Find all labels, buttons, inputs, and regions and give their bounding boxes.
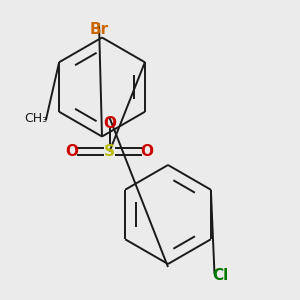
Text: CH₃: CH₃ [24,112,47,125]
Text: Cl: Cl [212,268,229,283]
Text: O: O [103,116,116,130]
Text: Br: Br [89,22,109,38]
Text: O: O [140,144,154,159]
Text: S: S [104,144,115,159]
Text: O: O [65,144,79,159]
